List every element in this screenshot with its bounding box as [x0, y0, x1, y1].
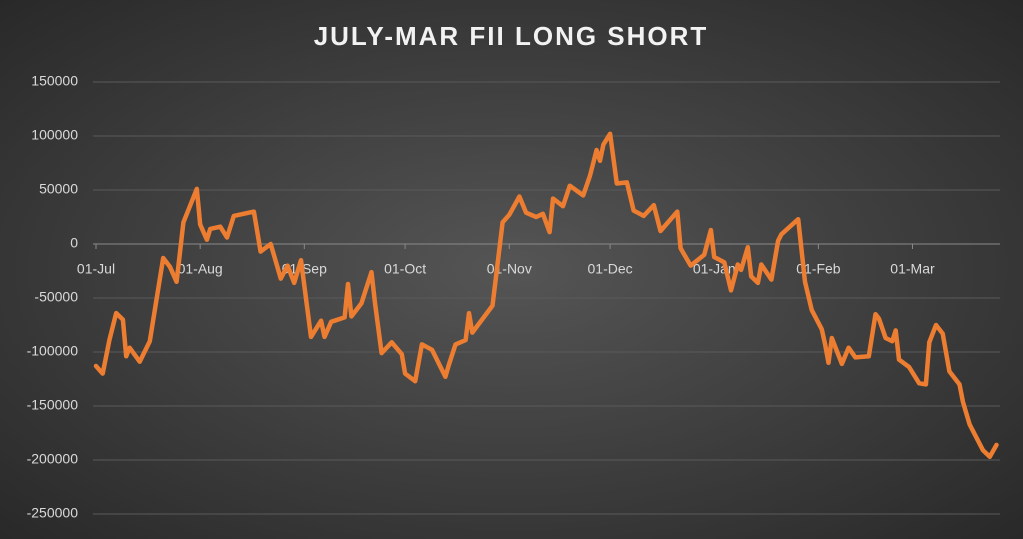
x-tick-label: 01-Mar [890, 261, 935, 277]
x-tick-label: 01-Nov [487, 261, 532, 277]
y-tick-label: 0 [70, 235, 78, 251]
y-tick-label: 150000 [31, 73, 78, 89]
y-tick-label: 100000 [31, 127, 78, 143]
x-tick-label: 01-Jul [77, 261, 115, 277]
chart-title: JULY-MAR FII LONG SHORT [314, 21, 709, 51]
x-tick-label: 01-Feb [796, 261, 841, 277]
y-tick-label: -100000 [27, 343, 79, 359]
x-tick-label: 01-Dec [588, 261, 633, 277]
y-tick-label: -250000 [27, 505, 79, 521]
y-tick-label: -200000 [27, 451, 79, 467]
data-line [93, 131, 999, 460]
x-tick-label: 01-Aug [178, 261, 223, 277]
x-tick-label: 01-Oct [384, 261, 426, 277]
y-tick-label: -50000 [34, 289, 78, 305]
y-tick-label: -150000 [27, 397, 79, 413]
y-tick-label: 50000 [39, 181, 78, 197]
x-tick-label: 01-Sep [282, 261, 327, 277]
